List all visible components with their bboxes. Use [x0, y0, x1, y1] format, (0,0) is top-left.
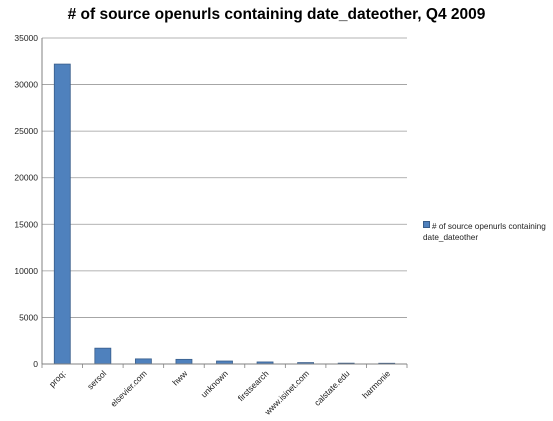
- chart-title: # of source openurls containing date_dat…: [67, 6, 486, 23]
- bar: [175, 358, 193, 365]
- x-tick-label: hww: [170, 368, 190, 388]
- y-tick-label: 0: [33, 359, 38, 369]
- y-tick-labels: 0 5000 10000 15000 20000 25000 30000 35000: [14, 33, 38, 369]
- axes: [41, 38, 408, 368]
- y-tick-label: 35000: [14, 33, 38, 43]
- x-tick-labels: proq: sersol elsevier.com hww unknown firstse…: [47, 368, 392, 418]
- y-tick-label: 15000: [14, 219, 38, 229]
- legend: # of source openurls containing date_dat…: [423, 221, 551, 243]
- x-tick-label: unknown: [199, 368, 230, 399]
- y-tick-label: 20000: [14, 173, 38, 183]
- x-tick-label: harmonie: [360, 368, 392, 400]
- bars: [53, 63, 396, 365]
- bar: [53, 63, 71, 365]
- x-tick-label: elsevier.com: [108, 368, 148, 408]
- x-tick-label: calstate.edu: [312, 368, 352, 408]
- x-tick-label: sersol: [85, 368, 108, 391]
- legend-swatch: [423, 221, 430, 228]
- x-tick-label: firstsearch: [236, 368, 271, 403]
- gridlines: [42, 37, 407, 318]
- y-tick-label: 5000: [19, 312, 38, 322]
- legend-label: # of source openurls containing date_dat…: [423, 222, 546, 242]
- x-tick-label: proq:: [47, 368, 68, 389]
- bar: [134, 358, 152, 365]
- y-tick-label: 10000: [14, 266, 38, 276]
- y-tick-label: 30000: [14, 80, 38, 90]
- y-tick-label: 25000: [14, 126, 38, 136]
- bar: [94, 347, 112, 365]
